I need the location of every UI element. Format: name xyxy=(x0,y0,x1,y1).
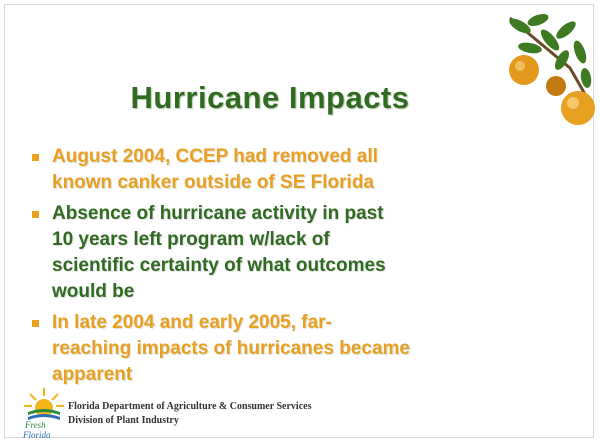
logo-text: Fresh xyxy=(24,420,46,430)
bullet-text: apparent xyxy=(52,362,410,388)
footer: Florida Department of Agriculture & Cons… xyxy=(68,400,311,428)
bullet-marker xyxy=(32,154,39,161)
bullet-text: August 2004, CCEP had removed all xyxy=(52,144,378,170)
slide-title: Hurricane Impacts xyxy=(60,80,480,116)
slide: Hurricane Impacts August 2004, CCEP had … xyxy=(0,0,600,444)
bullet: In late 2004 and early 2005, far-reachin… xyxy=(52,310,410,388)
bullet-text: 10 years left program w/lack of xyxy=(52,227,386,253)
footer-line: Division of Plant Industry xyxy=(68,414,311,428)
bullet-text: reaching impacts of hurricanes became xyxy=(52,336,410,362)
footer-line: Florida Department of Agriculture & Cons… xyxy=(68,400,311,414)
bullet-text: scientific certainty of what outcomes xyxy=(52,253,386,279)
bullet-marker xyxy=(32,320,39,327)
bullet-text: would be xyxy=(52,279,386,305)
bullet-text: Absence of hurricane activity in past xyxy=(52,201,386,227)
bullet-text: In late 2004 and early 2005, far- xyxy=(52,310,410,336)
fresh-florida-logo: Fresh Florida xyxy=(22,384,66,440)
logo-text: Florida xyxy=(22,430,51,440)
bullet-text: known canker outside of SE Florida xyxy=(52,170,378,196)
orange-branch-image xyxy=(500,8,596,136)
bullet-marker xyxy=(32,211,39,218)
